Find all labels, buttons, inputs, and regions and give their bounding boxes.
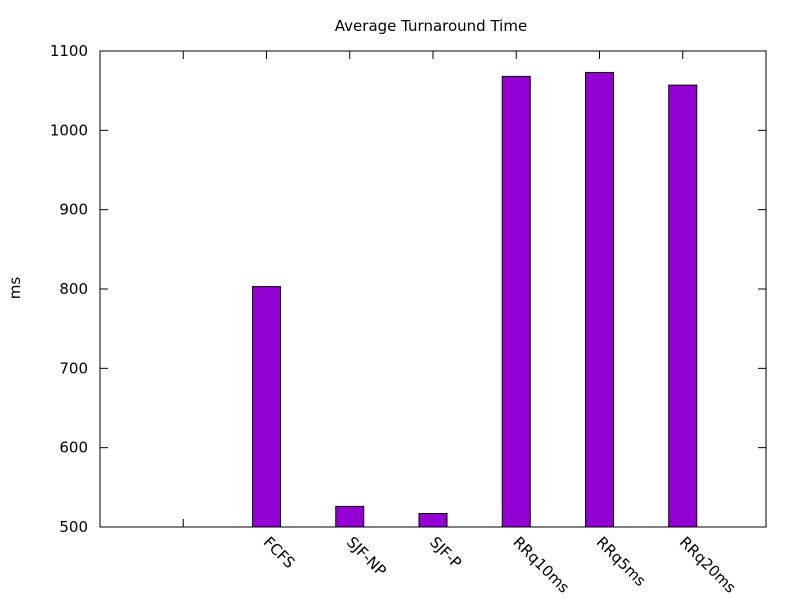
bar [585,71,614,528]
x-tick-label: RRq10ms [509,533,573,597]
x-tick-label: FCFS [260,533,299,572]
bar [501,75,531,528]
y-tick-label: 700 [59,359,88,377]
y-axis: 500 600 700 800 900 1000 1100 [50,42,766,536]
plot-frame [99,50,767,528]
bar [252,286,281,528]
bar [418,513,448,528]
y-tick-label: 1100 [50,42,88,60]
y-tick-label: 800 [59,280,88,298]
y-axis-label: ms [6,277,24,300]
x-tick-label: RRq20ms [676,533,740,597]
bar [335,505,365,528]
x-tick-label: SJF-NP [343,533,390,580]
bars [252,71,698,528]
x-tick-label: SJF-P [426,533,465,572]
bar [668,84,698,528]
y-tick-label: 900 [59,201,88,219]
y-tick-label: 600 [59,439,88,457]
y-tick-label: 500 [59,518,88,536]
y-tick-label: 1000 [50,121,88,139]
x-tick-label: RRq5ms [593,533,650,590]
chart-title: Average Turnaround Time [335,17,527,35]
